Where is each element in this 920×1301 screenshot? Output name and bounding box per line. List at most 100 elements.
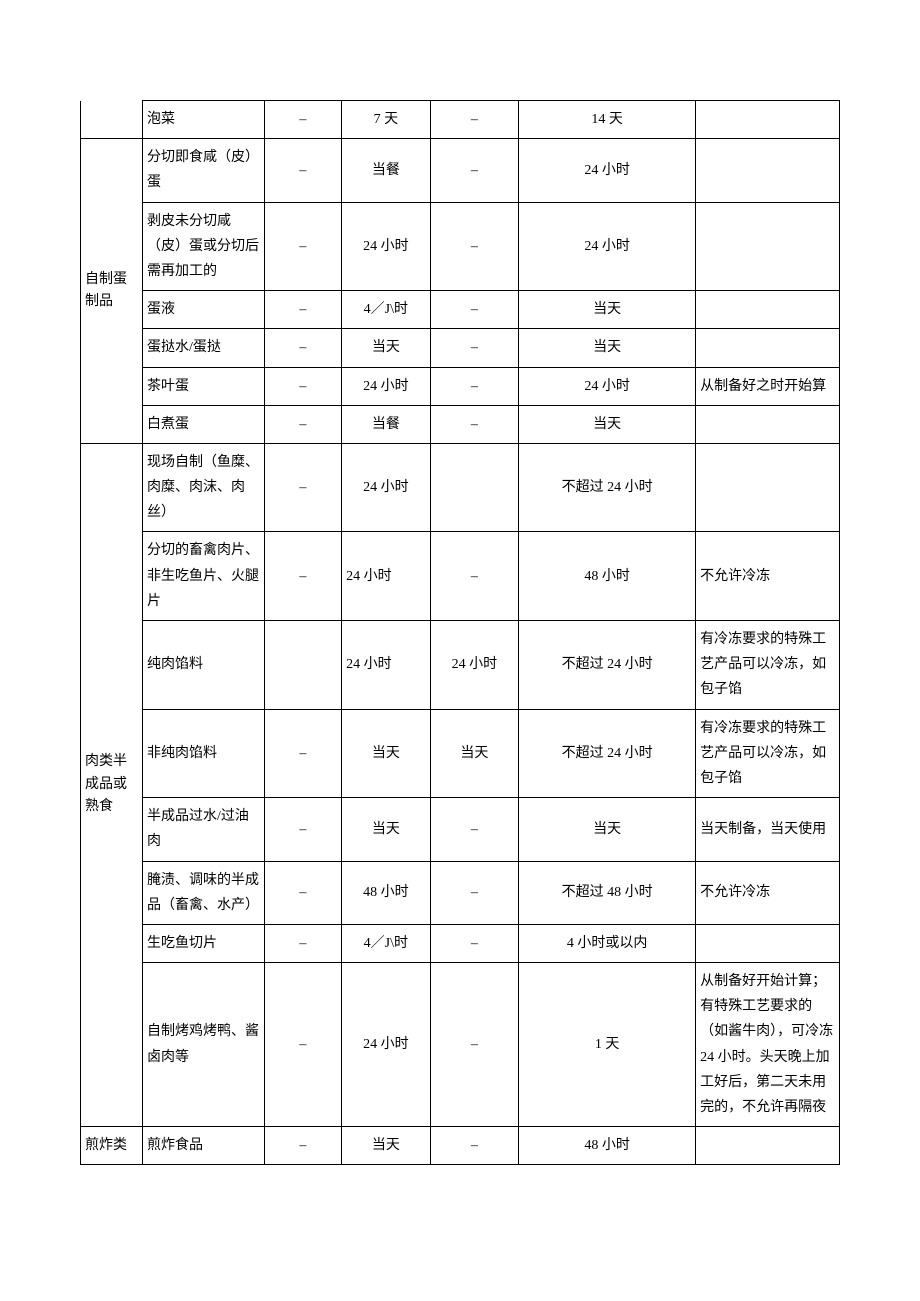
- table-row: 白煮蛋 – 当餐 – 当天: [81, 405, 840, 443]
- data-cell: 不超过 24 小时: [519, 443, 696, 532]
- category-cell: 肉类半成品或熟食: [81, 443, 143, 1126]
- data-cell: 24 小时: [430, 621, 519, 710]
- category-cell: [81, 101, 143, 139]
- category-cell: 煎炸类: [81, 1127, 143, 1165]
- data-cell: 24 小时: [342, 532, 431, 621]
- data-cell: –: [430, 101, 519, 139]
- data-cell: 当天: [519, 291, 696, 329]
- data-cell: –: [430, 329, 519, 367]
- item-cell: 煎炸食品: [142, 1127, 264, 1165]
- data-cell: 4／J\时: [342, 291, 431, 329]
- data-cell: 48 小时: [519, 532, 696, 621]
- item-cell: 茶叶蛋: [142, 367, 264, 405]
- table-row: 泡菜 – 7 天 – 14 天: [81, 101, 840, 139]
- data-cell: –: [264, 291, 341, 329]
- data-cell: 当天: [342, 709, 431, 798]
- note-cell: 不允许冷冻: [696, 532, 840, 621]
- data-cell: –: [430, 139, 519, 202]
- data-cell: [264, 621, 341, 710]
- table-row: 蛋挞水/蛋挞 – 当天 – 当天: [81, 329, 840, 367]
- item-cell: 剥皮未分切咸（皮）蛋或分切后需再加工的: [142, 202, 264, 291]
- data-cell: 当天: [342, 1127, 431, 1165]
- item-cell: 腌渍、调味的半成品（畜禽、水产）: [142, 861, 264, 924]
- data-cell: 不超过 24 小时: [519, 621, 696, 710]
- data-cell: –: [264, 709, 341, 798]
- note-cell: [696, 443, 840, 532]
- data-cell: [430, 443, 519, 532]
- item-cell: 自制烤鸡烤鸭、酱卤肉等: [142, 963, 264, 1127]
- data-cell: 24 小时: [519, 202, 696, 291]
- data-cell: 1 天: [519, 963, 696, 1127]
- note-cell: [696, 291, 840, 329]
- item-cell: 蛋挞水/蛋挞: [142, 329, 264, 367]
- data-cell: –: [264, 202, 341, 291]
- food-shelf-life-table: 泡菜 – 7 天 – 14 天 自制蛋制品 分切即食咸（皮）蛋 – 当餐 – 2…: [80, 100, 840, 1165]
- table-row: 茶叶蛋 – 24 小时 – 24 小时 从制备好之时开始算: [81, 367, 840, 405]
- note-cell: 不允许冷冻: [696, 861, 840, 924]
- table-row: 自制烤鸡烤鸭、酱卤肉等 – 24 小时 – 1 天 从制备好开始计算；有特殊工艺…: [81, 963, 840, 1127]
- data-cell: –: [264, 405, 341, 443]
- item-cell: 分切的畜禽肉片、非生吃鱼片、火腿片: [142, 532, 264, 621]
- data-cell: 当天: [519, 798, 696, 861]
- table-row: 肉类半成品或熟食 现场自制（鱼糜、肉糜、肉沫、肉丝） – 24 小时 不超过 2…: [81, 443, 840, 532]
- note-cell: 从制备好之时开始算: [696, 367, 840, 405]
- item-cell: 蛋液: [142, 291, 264, 329]
- data-cell: 14 天: [519, 101, 696, 139]
- data-cell: 当餐: [342, 139, 431, 202]
- data-cell: –: [264, 443, 341, 532]
- table-row: 半成品过水/过油肉 – 当天 – 当天 当天制备，当天使用: [81, 798, 840, 861]
- data-cell: 4／J\时: [342, 924, 431, 962]
- item-cell: 非纯肉馅料: [142, 709, 264, 798]
- data-cell: 24 小时: [342, 443, 431, 532]
- data-cell: 当天: [342, 798, 431, 861]
- item-cell: 生吃鱼切片: [142, 924, 264, 962]
- note-cell: 有冷冻要求的特殊工艺产品可以冷冻，如包子馅: [696, 621, 840, 710]
- table-row: 纯肉馅料 24 小时 24 小时 不超过 24 小时 有冷冻要求的特殊工艺产品可…: [81, 621, 840, 710]
- table-row: 蛋液 – 4／J\时 – 当天: [81, 291, 840, 329]
- item-cell: 白煮蛋: [142, 405, 264, 443]
- data-cell: –: [264, 924, 341, 962]
- data-cell: 不超过 24 小时: [519, 709, 696, 798]
- note-cell: [696, 405, 840, 443]
- table-row: 煎炸类 煎炸食品 – 当天 – 48 小时: [81, 1127, 840, 1165]
- note-cell: 有冷冻要求的特殊工艺产品可以冷冻，如包子馅: [696, 709, 840, 798]
- data-cell: –: [264, 329, 341, 367]
- data-cell: –: [264, 798, 341, 861]
- data-cell: 4 小时或以内: [519, 924, 696, 962]
- item-cell: 现场自制（鱼糜、肉糜、肉沫、肉丝）: [142, 443, 264, 532]
- data-cell: 48 小时: [342, 861, 431, 924]
- note-cell: 从制备好开始计算；有特殊工艺要求的（如酱牛肉），可冷冻 24 小时。头天晚上加工…: [696, 963, 840, 1127]
- item-cell: 半成品过水/过油肉: [142, 798, 264, 861]
- data-cell: 24 小时: [519, 139, 696, 202]
- data-cell: 24 小时: [342, 202, 431, 291]
- data-cell: –: [430, 924, 519, 962]
- data-cell: 48 小时: [519, 1127, 696, 1165]
- data-cell: –: [430, 861, 519, 924]
- table-body: 泡菜 – 7 天 – 14 天 自制蛋制品 分切即食咸（皮）蛋 – 当餐 – 2…: [81, 101, 840, 1165]
- data-cell: –: [264, 139, 341, 202]
- data-cell: –: [430, 798, 519, 861]
- data-cell: 当天: [519, 329, 696, 367]
- data-cell: –: [264, 532, 341, 621]
- data-cell: 当天: [519, 405, 696, 443]
- note-cell: [696, 329, 840, 367]
- data-cell: 不超过 48 小时: [519, 861, 696, 924]
- data-cell: –: [264, 101, 341, 139]
- data-cell: –: [430, 202, 519, 291]
- data-cell: 24 小时: [519, 367, 696, 405]
- data-cell: 当天: [430, 709, 519, 798]
- item-cell: 纯肉馅料: [142, 621, 264, 710]
- data-cell: –: [264, 963, 341, 1127]
- table-row: 生吃鱼切片 – 4／J\时 – 4 小时或以内: [81, 924, 840, 962]
- table-row: 腌渍、调味的半成品（畜禽、水产） – 48 小时 – 不超过 48 小时 不允许…: [81, 861, 840, 924]
- note-cell: [696, 101, 840, 139]
- data-cell: –: [430, 405, 519, 443]
- data-cell: 7 天: [342, 101, 431, 139]
- table-row: 非纯肉馅料 – 当天 当天 不超过 24 小时 有冷冻要求的特殊工艺产品可以冷冻…: [81, 709, 840, 798]
- data-cell: –: [264, 1127, 341, 1165]
- note-cell: [696, 924, 840, 962]
- data-cell: 24 小时: [342, 621, 431, 710]
- category-cell: 自制蛋制品: [81, 139, 143, 444]
- data-cell: 当天: [342, 329, 431, 367]
- note-cell: 当天制备，当天使用: [696, 798, 840, 861]
